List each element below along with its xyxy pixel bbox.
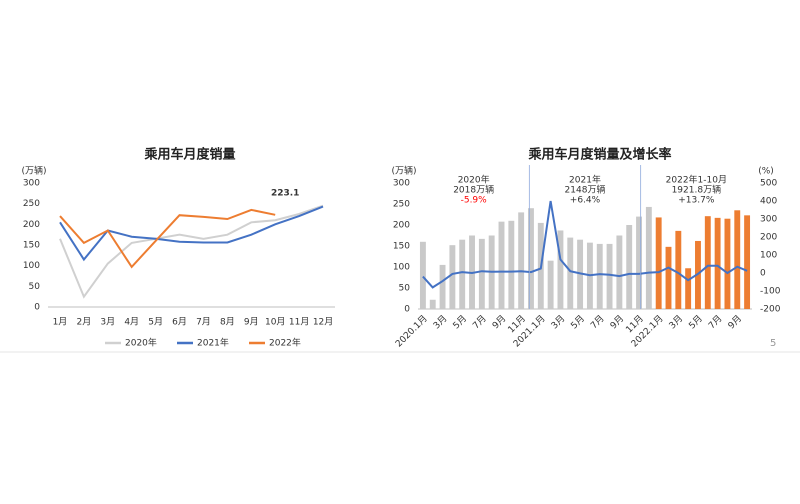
x-tick-label: 12月 bbox=[313, 317, 333, 328]
line bbox=[59, 204, 324, 299]
x-tick-label: 5月 bbox=[569, 313, 587, 331]
x-tick-label: 3月 bbox=[549, 313, 567, 331]
y2-tick-label: -200 bbox=[760, 305, 781, 315]
bar bbox=[616, 235, 623, 309]
bar bbox=[655, 217, 662, 309]
x-tick-label: 7月 bbox=[471, 313, 489, 331]
y2-tick-label: 400 bbox=[760, 197, 777, 207]
x-tick-label: 1月 bbox=[53, 317, 68, 328]
y-tick-label: 50 bbox=[29, 282, 41, 292]
data-label: 223.1 bbox=[271, 188, 299, 198]
x-tick-label: 5月 bbox=[687, 313, 705, 331]
x-tick-label: 7月 bbox=[196, 317, 211, 328]
x-tick-label: 8月 bbox=[220, 317, 235, 328]
bar bbox=[508, 220, 515, 309]
y2-tick-label: -100 bbox=[760, 287, 781, 297]
bar bbox=[596, 243, 603, 309]
bar bbox=[626, 225, 633, 309]
chart-title: 乘用车月度销量 bbox=[143, 147, 235, 163]
x-tick-label: 9月 bbox=[244, 317, 259, 328]
x-tick-label: 3月 bbox=[431, 313, 449, 331]
y2-tick-label: 0 bbox=[760, 269, 766, 279]
y-tick-label: 0 bbox=[404, 305, 410, 315]
bar bbox=[419, 241, 426, 309]
x-tick-label: 10月 bbox=[265, 317, 285, 328]
y-tick-label: 300 bbox=[393, 179, 410, 189]
y-tick-label: 150 bbox=[23, 241, 40, 251]
x-tick-label: 6月 bbox=[172, 317, 187, 328]
bar bbox=[439, 264, 446, 309]
y-tick-label: 200 bbox=[393, 221, 410, 231]
x-tick-label: 2020.1月 bbox=[393, 313, 429, 349]
y2-tick-label: 100 bbox=[760, 251, 777, 261]
bar bbox=[478, 238, 485, 309]
bar bbox=[547, 260, 554, 309]
annotation: 2148万辆 bbox=[565, 184, 606, 196]
y2-tick-label: 300 bbox=[760, 215, 777, 225]
y-tick-label: 300 bbox=[23, 179, 40, 189]
y-tick-label: 150 bbox=[393, 242, 410, 252]
bar bbox=[704, 216, 711, 309]
x-tick-label: 3月 bbox=[100, 317, 115, 328]
x-tick-label: 5月 bbox=[451, 313, 469, 331]
annotation: 2018万辆 bbox=[453, 184, 494, 196]
line bbox=[422, 200, 748, 289]
y-tick-label: 0 bbox=[34, 303, 40, 313]
y2-tick-label: 500 bbox=[760, 179, 777, 189]
bar bbox=[714, 217, 721, 309]
bar bbox=[459, 239, 466, 309]
bar bbox=[675, 230, 682, 309]
bar bbox=[518, 212, 525, 309]
annotation: 1921.8万辆 bbox=[672, 184, 722, 196]
bar bbox=[567, 237, 574, 309]
annotation: 2020年 bbox=[458, 174, 490, 186]
y-axis-label: (万辆) bbox=[21, 165, 46, 177]
bar bbox=[665, 246, 672, 309]
page-number: 5 bbox=[770, 338, 776, 349]
legend-label: 2022年 bbox=[269, 337, 301, 349]
chart-title: 乘用车月度销量及增长率 bbox=[527, 147, 671, 163]
y-tick-label: 100 bbox=[23, 261, 40, 271]
bar bbox=[606, 243, 613, 309]
x-tick-label: 7月 bbox=[588, 313, 606, 331]
y-tick-label: 200 bbox=[23, 220, 40, 230]
y-axis-label: (万辆) bbox=[391, 165, 416, 177]
x-tick-label: 7月 bbox=[706, 313, 724, 331]
bar bbox=[724, 218, 731, 309]
bar bbox=[498, 221, 505, 309]
annotation: +13.7% bbox=[678, 196, 715, 206]
x-tick-label: 9月 bbox=[726, 313, 744, 331]
y2-axis-label: (%) bbox=[758, 167, 774, 177]
legend-label: 2021年 bbox=[197, 337, 229, 349]
line bbox=[59, 208, 276, 269]
annotation: 2022年1-10月 bbox=[666, 174, 727, 186]
y-tick-label: 250 bbox=[23, 199, 40, 209]
y-tick-label: 100 bbox=[393, 263, 410, 273]
y2-tick-label: 200 bbox=[760, 233, 777, 243]
annotation: 2021年 bbox=[569, 174, 601, 186]
bar bbox=[636, 216, 642, 309]
annotation: +6.4% bbox=[570, 196, 601, 206]
x-tick-label: 4月 bbox=[124, 317, 139, 328]
bar bbox=[557, 230, 564, 309]
bar bbox=[734, 210, 741, 309]
x-tick-label: 11月 bbox=[289, 317, 309, 328]
bar bbox=[449, 245, 456, 309]
line bbox=[59, 205, 324, 262]
annotation: -5.9% bbox=[461, 196, 488, 206]
bar bbox=[645, 206, 652, 309]
y-tick-label: 250 bbox=[393, 200, 410, 210]
legend-label: 2020年 bbox=[125, 337, 157, 349]
bar bbox=[528, 208, 534, 309]
bar bbox=[429, 299, 436, 309]
bar bbox=[744, 215, 751, 309]
x-tick-label: 3月 bbox=[667, 313, 685, 331]
bar bbox=[685, 268, 692, 309]
y-tick-label: 50 bbox=[399, 284, 411, 294]
x-tick-label: 5月 bbox=[148, 317, 163, 328]
x-tick-label: 2月 bbox=[77, 317, 92, 328]
